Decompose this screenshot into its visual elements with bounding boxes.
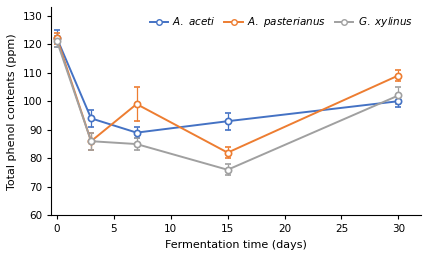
Y-axis label: Total phenol contents (ppm): Total phenol contents (ppm) [7,33,17,189]
Legend: $\it{A.\ aceti}$, $\it{A.\ pasterianus}$, $\it{G.\ xylinus}$: $\it{A.\ aceti}$, $\it{A.\ pasterianus}$… [146,12,416,32]
X-axis label: Fermentation time (days): Fermentation time (days) [165,240,307,250]
